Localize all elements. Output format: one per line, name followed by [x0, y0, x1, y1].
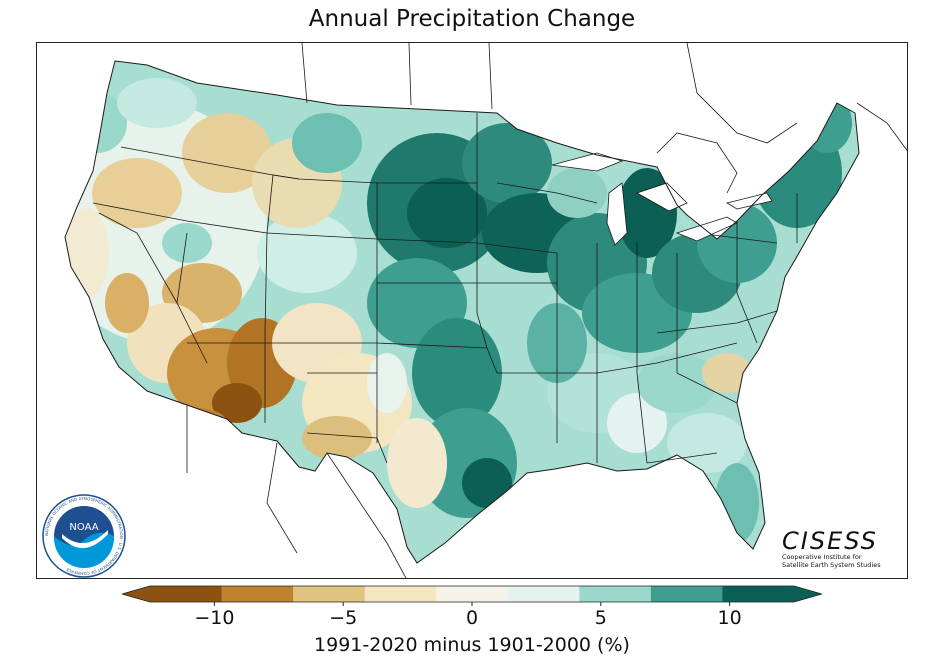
colorbar-label: 1991-2020 minus 1901-2000 (%): [314, 634, 630, 656]
great-lakes: [551, 152, 773, 246]
cisess-subtitle-2: Satellite Earth System Studies: [782, 560, 881, 569]
colorbar-segment: [650, 586, 723, 602]
colorbar-segment: [150, 586, 223, 602]
colorbar-tick-label: −5: [329, 607, 358, 629]
colorbar: [122, 585, 822, 606]
colorbar-arrow-high: [794, 586, 822, 602]
precipitation-map[interactable]: [37, 43, 908, 579]
cisess-name: CISESS: [782, 527, 878, 555]
noaa-logo-icon: NOAA NATIONAL OCEANIC AND ATMOSPHERIC AD…: [42, 494, 126, 578]
colorbar-tick-label: −10: [194, 607, 235, 629]
cisess-subtitle-1: Cooperative Institute for: [782, 553, 862, 561]
colorbar-segment: [364, 586, 437, 602]
colorbar-tick-label: 10: [717, 607, 742, 629]
colorbar-segment: [579, 586, 652, 602]
map-title: Annual Precipitation Change: [308, 6, 636, 32]
colorbar-segment: [722, 586, 795, 602]
colorbar-segment: [221, 586, 294, 602]
colorbar-segment: [507, 586, 580, 602]
neighbor-borders: [186, 43, 907, 578]
cisess-logo: CISESS Cooperative Institute for Satelli…: [782, 528, 894, 578]
map-panel[interactable]: [36, 42, 908, 579]
colorbar-segment: [293, 586, 366, 602]
state-borders: [92, 113, 798, 464]
colorbar-arrow-low: [122, 586, 150, 602]
noaa-wordmark: NOAA: [69, 522, 98, 533]
colorbar-tick-label: 5: [594, 607, 607, 629]
colorbar-segment: [436, 586, 509, 602]
colorbar-tick-label: 0: [465, 607, 479, 629]
